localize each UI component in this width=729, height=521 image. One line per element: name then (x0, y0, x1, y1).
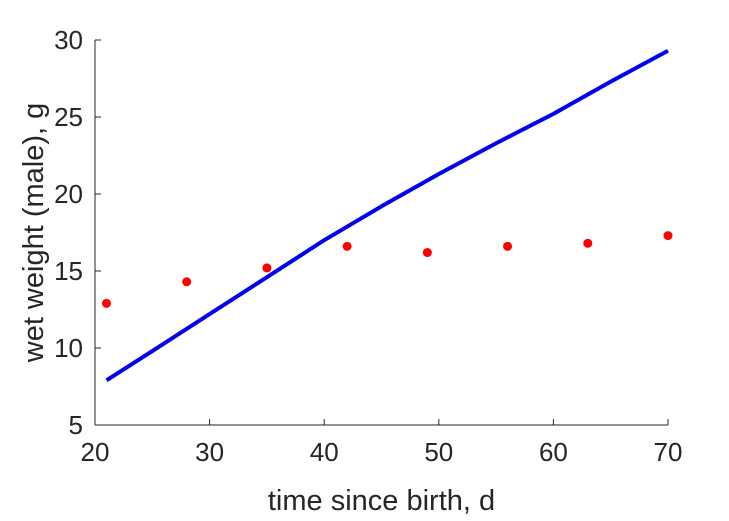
data-point (503, 241, 513, 251)
y-tick-label: 30 (54, 25, 83, 55)
x-tick-label: 40 (310, 437, 339, 467)
y-tick-label: 25 (54, 102, 83, 132)
y-tick-label: 15 (54, 256, 83, 286)
x-tick-label: 60 (539, 437, 568, 467)
model-curve-line (105, 49, 669, 382)
y-axis-label: wet weight (male), g (18, 103, 50, 364)
x-axis-ticks: 20 30 40 50 60 70 (81, 419, 683, 467)
x-axis-label: time since birth, d (268, 485, 495, 517)
x-tick-label: 30 (195, 437, 224, 467)
y-axis-ticks: 5 10 15 20 25 30 (54, 25, 101, 440)
y-tick-label: 10 (54, 333, 83, 363)
data-point (101, 298, 111, 308)
x-tick-label: 70 (654, 437, 683, 467)
data-point (663, 231, 673, 241)
data-point (182, 277, 192, 287)
x-tick-label: 50 (424, 437, 453, 467)
y-tick-label: 5 (69, 410, 83, 440)
plot-area (101, 49, 673, 382)
axes (94, 40, 668, 426)
x-tick-label: 20 (81, 437, 110, 467)
data-point (422, 248, 432, 258)
y-tick-label: 20 (54, 179, 83, 209)
data-point (583, 238, 593, 248)
data-point (262, 263, 272, 273)
data-point (342, 241, 352, 251)
